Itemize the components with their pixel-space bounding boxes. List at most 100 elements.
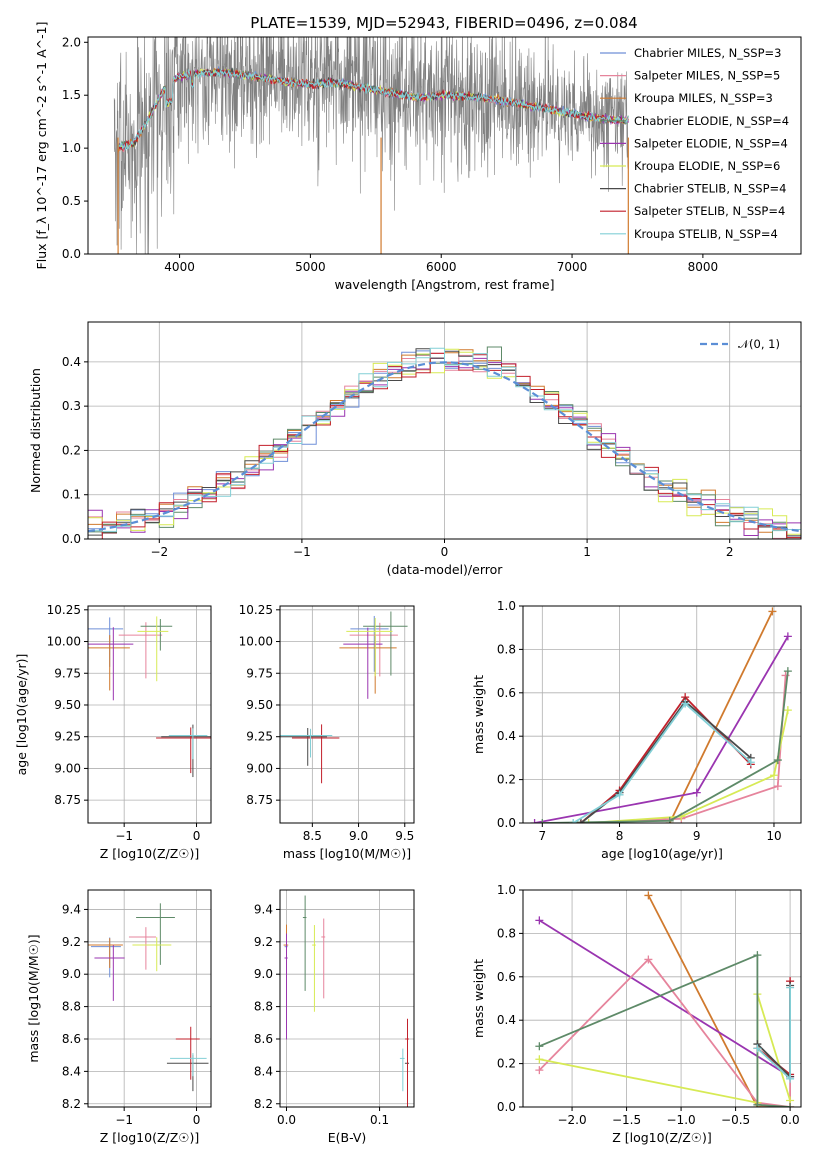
legend-label: Chabrier STELIB, N_SSP=4 [634, 182, 786, 196]
x-tick-label: 0 [441, 545, 449, 559]
y-tick-label: 0.1 [62, 488, 81, 502]
y-tick-label: 2.0 [62, 35, 81, 49]
y-tick-label: 0.0 [497, 1100, 516, 1114]
legend-label: Salpeter STELIB, N_SSP=4 [634, 204, 785, 218]
mass-weight-point [530, 819, 539, 823]
x-axis-label: (data-model)/error [387, 562, 504, 577]
x-tick-label: 0.1 [370, 1113, 389, 1127]
x-tick-label: 7 [538, 829, 546, 843]
y-tick-label: 1.0 [497, 599, 516, 613]
model-spectrum-line [117, 68, 629, 152]
y-tick-label: 8.4 [62, 1064, 81, 1078]
legend-label: Kroupa MILES, N_SSP=3 [634, 91, 773, 105]
y-tick-label: 0.8 [497, 642, 516, 656]
mass-weight-point [576, 819, 585, 823]
y-tick-label: 8.2 [62, 1097, 81, 1111]
plot-area [535, 891, 795, 1107]
mass-weight-point [786, 1074, 795, 1083]
x-tick-label: 8.5 [303, 829, 322, 843]
mass-weight-point [746, 758, 755, 767]
x-tick-label: 0.0 [277, 1113, 296, 1127]
mass-weight-point [644, 955, 653, 964]
mass-weight-point [768, 607, 777, 616]
mass-weight-point [753, 1044, 762, 1053]
mass-weight-series-line [668, 611, 774, 823]
x-tick-label: −2.0 [557, 1113, 586, 1127]
mass-weight-point [773, 782, 782, 791]
y-tick-label: 8.2 [254, 1097, 273, 1111]
y-tick-label: 8.4 [254, 1064, 273, 1078]
model-histogram-steps [88, 347, 801, 532]
y-tick-label: 9.00 [246, 761, 273, 775]
y-tick-label: 1.0 [497, 883, 516, 897]
mass-weight-point [783, 632, 792, 641]
x-tick-label: 2 [726, 545, 734, 559]
residual-histogram-panel: −2 −1 0 1 2 0.0 0.1 0.2 0.3 0.4 (data-model)/error… [28, 321, 802, 577]
x-axis-label: Z [log10(Z/Z☉)] [100, 846, 200, 861]
mass-weight-point [615, 790, 624, 799]
x-tick-label: −2 [150, 545, 168, 559]
normal-distribution-curve [88, 361, 801, 533]
x-tick-label: 1 [583, 545, 591, 559]
y-tick-label: 0.3 [62, 399, 81, 413]
plot-area [88, 616, 211, 778]
mass-weight-series-line [588, 710, 789, 823]
plot-area [280, 611, 408, 784]
mass-weight-point [769, 771, 778, 780]
y-tick-label: 0.4 [497, 1013, 516, 1027]
y-tick-label: 9.00 [54, 761, 81, 775]
y-tick-label: 0.6 [497, 970, 516, 984]
y-axis-label: mass weight [471, 675, 486, 754]
x-tick-label: −1 [293, 545, 311, 559]
age-vs-mass-panel: 8.5 9.0 9.5 8.75 9.00 9.25 9.50 9.75 10.00 10.25 m… [239, 603, 415, 861]
x-tick-label: 0.0 [781, 1113, 800, 1127]
legend-label: Salpeter MILES, N_SSP=5 [634, 69, 780, 83]
mass-weight-point [535, 1055, 544, 1064]
y-axis-label: Normed distribution [28, 368, 43, 493]
legend-label: Chabrier ELODIE, N_SSP=4 [634, 114, 789, 128]
x-tick-label: 8000 [688, 260, 719, 274]
y-axis-label: Flux [f_λ 10^-17 erg cm^-2 s^-1 A^-1] [34, 22, 49, 270]
mass-weight-point [786, 983, 795, 992]
y-tick-label: 9.4 [62, 902, 81, 916]
axes-frame [279, 605, 415, 824]
x-tick-label: −1.0 [667, 1113, 696, 1127]
y-tick-label: 8.75 [54, 793, 81, 807]
x-tick-label: 0 [193, 1113, 201, 1127]
axes-frame [522, 889, 802, 1108]
weight-vs-age-panel: 7 8 9 10 0.0 0.2 0.4 0.6 0.8 1.0 age [log10(age/yr… [471, 599, 802, 861]
mass-weight-point [538, 819, 547, 823]
y-tick-label: 0.2 [497, 1057, 516, 1071]
mass-weight-series-line [572, 702, 752, 823]
weight-vs-metallicity-panel: −2.0 −1.5 −1.0 −0.5 0.0 0.0 0.2 0.4 0.6 0.8 1.0 Z [… [471, 883, 802, 1145]
x-axis-label: E(B-V) [328, 1130, 367, 1145]
x-tick-label: −1 [115, 829, 133, 843]
y-tick-label: 0.4 [62, 355, 81, 369]
mass-weight-point [535, 1042, 544, 1051]
mass-weight-point [753, 951, 762, 960]
y-tick-label: 0.6 [497, 686, 516, 700]
y-tick-label: 10.00 [47, 635, 81, 649]
figure-title: PLATE=1539, MJD=52943, FIBERID=0496, z=0… [250, 14, 637, 32]
mass-weight-series-line [580, 700, 752, 823]
axes-frame [522, 605, 802, 824]
y-tick-label: 8.75 [246, 793, 273, 807]
y-tick-label: 1.5 [62, 88, 81, 102]
legend-label: Kroupa ELODIE, N_SSP=6 [634, 159, 780, 173]
y-tick-label: 1.0 [62, 141, 81, 155]
y-tick-label: 0.0 [62, 247, 81, 261]
age-vs-metallicity-panel: −1 0 8.75 9.00 9.25 9.50 9.75 10.00 10.25 Z [log1… [14, 603, 212, 861]
plot-area [88, 346, 801, 539]
legend-label: Kroupa STELIB, N_SSP=4 [634, 227, 778, 241]
mass-weight-series-line [647, 894, 791, 1107]
x-tick-label: −0.5 [721, 1113, 750, 1127]
axes-frame [87, 36, 802, 255]
spectrum-panel: 4000 5000 6000 7000 8000 0.0 0.5 1.0 1.5 2.0 wavel… [34, 22, 802, 292]
y-axis-label: age [log10(age/yr)] [14, 654, 29, 776]
plot-area [113, 37, 629, 254]
mass-weight-series-line [542, 670, 789, 823]
y-tick-label: 8.8 [254, 1000, 273, 1014]
y-tick-label: 8.6 [254, 1032, 273, 1046]
mass-weight-point [783, 667, 792, 676]
